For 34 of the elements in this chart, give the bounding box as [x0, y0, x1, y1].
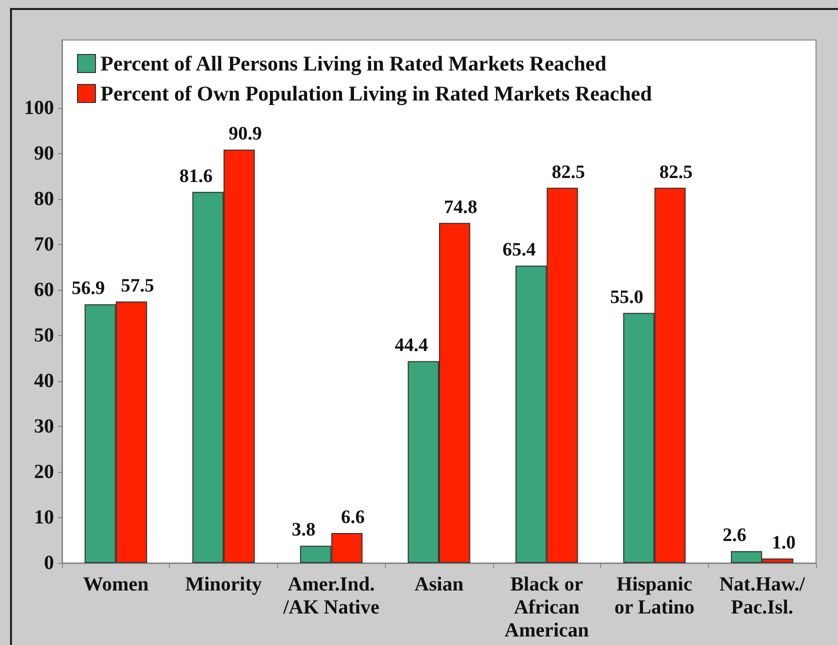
y-tick-label: 80	[34, 188, 54, 210]
y-tick-label: 100	[24, 97, 54, 120]
y-tick-label: 20	[34, 461, 54, 484]
data-label: 44.4	[394, 335, 429, 356]
y-tick-label: 40	[34, 370, 54, 392]
data-label: 57.5	[120, 276, 154, 296]
data-label: 81.6	[179, 166, 213, 187]
y-tick-label: 50	[34, 324, 54, 347]
x-tick-label: Nat.Haw./ Pac.Isl.	[719, 574, 806, 618]
x-tick-label: Minority	[185, 574, 262, 596]
x-tick-label: Black or African American	[504, 574, 589, 642]
data-label: 56.9	[72, 278, 105, 300]
y-tick-label: 60	[34, 279, 54, 302]
data-label: 82.5	[552, 162, 585, 183]
data-label: 1.0	[772, 532, 796, 554]
x-tick-label: Amer.Ind. /AK Native	[282, 574, 380, 618]
data-label: 65.4	[502, 240, 536, 261]
data-label: 55.0	[610, 286, 644, 308]
data-label: 82.5	[659, 162, 693, 183]
data-label: 74.8	[444, 196, 478, 218]
data-label: 6.6	[341, 506, 365, 528]
data-label: 2.6	[722, 525, 746, 546]
y-tick-label: 70	[34, 234, 54, 256]
legend-label: Percent of Own Population Living in Rated Markets Reached	[100, 82, 652, 106]
data-label: 3.8	[292, 520, 316, 541]
y-tick-label: 90	[34, 142, 54, 165]
y-tick-label: 0	[44, 552, 54, 574]
x-tick-label: Women	[83, 574, 149, 596]
legend-label: Percent of All Persons Living in Rated Markets Reached	[100, 52, 607, 76]
x-tick-label: Asian	[414, 574, 464, 596]
y-tick-label: 30	[34, 416, 54, 438]
data-label: 90.9	[228, 124, 262, 145]
x-tick-label: Hispanic or Latino	[614, 574, 695, 618]
y-tick-label: 10	[34, 506, 54, 529]
